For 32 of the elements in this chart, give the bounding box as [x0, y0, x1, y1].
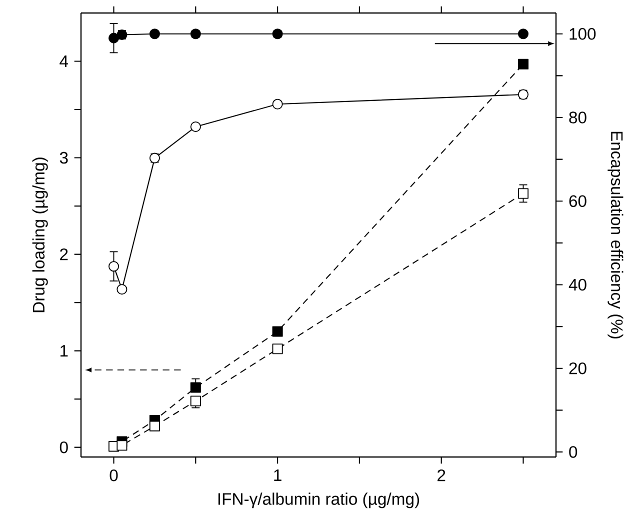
point	[149, 420, 160, 432]
x-tick-label: 2	[438, 469, 446, 482]
y2-axis-title: Encapsulation efficiency (%)	[608, 132, 624, 338]
point	[190, 121, 201, 132]
y-tick-label: 1	[60, 345, 68, 357]
point	[149, 28, 160, 40]
point	[108, 261, 120, 272]
point	[272, 344, 283, 354]
y-tick-label: 4	[60, 56, 68, 67]
y2-tick-label: 40	[568, 278, 586, 291]
y2-tick-label: 60	[569, 195, 586, 208]
point	[190, 382, 201, 393]
y-tick-label: 2	[60, 248, 68, 260]
y-tick-label: 3	[60, 152, 68, 164]
y2-tick-label: 20	[569, 362, 586, 374]
point	[272, 326, 283, 337]
point	[116, 440, 128, 451]
y2-tick-label: 80	[569, 112, 586, 124]
y-axis-title: Drug loading (µg/mg)	[32, 158, 48, 312]
point	[116, 284, 128, 295]
x-tick-label: 1	[274, 469, 282, 481]
x-axis-title: IFN-γ/albumin ratio (µg/mg)	[218, 492, 420, 508]
y2-tick-label: 100	[570, 28, 596, 40]
y-tick-label: 0	[60, 441, 68, 454]
point	[190, 396, 201, 406]
point	[518, 188, 529, 199]
y2-tick-label: 0	[569, 446, 578, 458]
point	[108, 32, 120, 44]
x-tick-label: 0	[110, 469, 118, 482]
point	[518, 28, 529, 40]
point	[272, 98, 283, 110]
point	[518, 58, 529, 70]
